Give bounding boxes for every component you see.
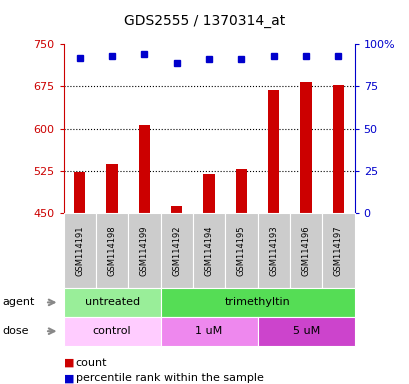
Bar xyxy=(332,85,343,213)
Bar xyxy=(171,206,182,213)
Text: trimethyltin: trimethyltin xyxy=(224,297,290,308)
Bar xyxy=(300,83,311,213)
Text: ■: ■ xyxy=(63,373,74,383)
Bar xyxy=(138,125,150,213)
Text: GSM114192: GSM114192 xyxy=(172,225,181,276)
Bar xyxy=(74,172,85,213)
Text: GSM114194: GSM114194 xyxy=(204,225,213,276)
Text: GSM114196: GSM114196 xyxy=(301,225,310,276)
Text: GSM114199: GSM114199 xyxy=(139,225,148,276)
Text: count: count xyxy=(76,358,107,368)
Text: GSM114195: GSM114195 xyxy=(236,225,245,276)
Text: untreated: untreated xyxy=(84,297,139,308)
Text: agent: agent xyxy=(2,297,34,308)
Bar xyxy=(267,90,279,213)
Text: GDS2555 / 1370314_at: GDS2555 / 1370314_at xyxy=(124,14,285,28)
Text: ■: ■ xyxy=(63,358,74,368)
Bar xyxy=(106,164,117,213)
Text: control: control xyxy=(92,326,131,336)
Text: 1 uM: 1 uM xyxy=(195,326,222,336)
Text: GSM114198: GSM114198 xyxy=(107,225,116,276)
Bar xyxy=(235,169,247,213)
Text: GSM114191: GSM114191 xyxy=(75,225,84,276)
Bar xyxy=(203,174,214,213)
Text: dose: dose xyxy=(2,326,29,336)
Text: GSM114197: GSM114197 xyxy=(333,225,342,276)
Text: percentile rank within the sample: percentile rank within the sample xyxy=(76,373,263,383)
Text: GSM114193: GSM114193 xyxy=(269,225,278,276)
Text: 5 uM: 5 uM xyxy=(292,326,319,336)
